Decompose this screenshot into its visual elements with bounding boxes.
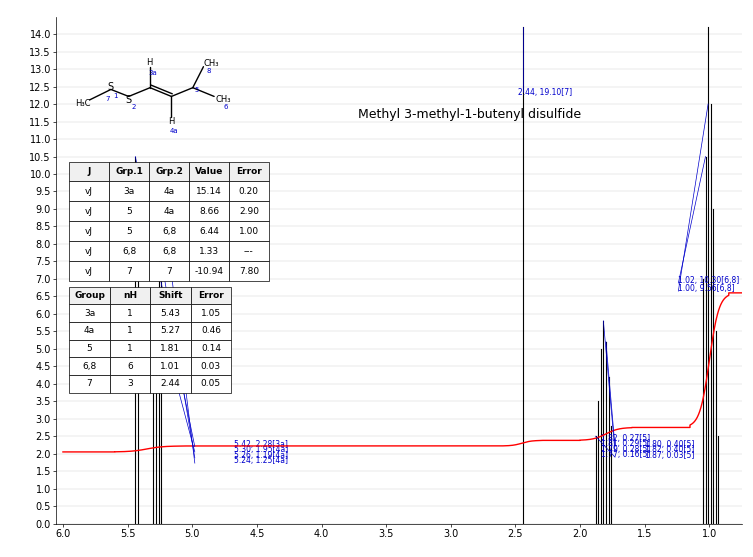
- Text: S: S: [126, 95, 132, 105]
- Text: 5.42, 2.28[3a]: 5.42, 2.28[3a]: [233, 440, 288, 449]
- Text: 1.02, 10.30[6,8]: 1.02, 10.30[6,8]: [678, 276, 739, 285]
- Text: 5.30, 1.95[4a]: 5.30, 1.95[4a]: [233, 446, 288, 455]
- Text: Methyl 3-methyl-1-butenyl disulfide: Methyl 3-methyl-1-butenyl disulfide: [358, 108, 581, 121]
- Text: S: S: [108, 82, 114, 92]
- Text: H: H: [146, 58, 152, 67]
- Text: 3a: 3a: [148, 70, 157, 76]
- Text: H₃C: H₃C: [75, 99, 91, 108]
- Text: 1.81, 0.29[5]: 1.81, 0.29[5]: [601, 439, 650, 448]
- Text: 1.77, 0.16[5]: 1.77, 0.16[5]: [601, 450, 650, 459]
- Text: 1.00, 9.56[6,8]: 1.00, 9.56[6,8]: [678, 284, 735, 293]
- Text: 1.82, 0.27[5]: 1.82, 0.27[5]: [601, 434, 650, 443]
- Text: H: H: [168, 118, 175, 126]
- Text: 1.87, 0.03[5]: 1.87, 0.03[5]: [645, 451, 694, 460]
- Text: CH₃: CH₃: [203, 58, 219, 68]
- Text: 7: 7: [105, 96, 110, 102]
- Text: CH₃: CH₃: [215, 95, 230, 105]
- Text: 6: 6: [224, 104, 228, 110]
- Text: 5.24, 1.25[4a]: 5.24, 1.25[4a]: [233, 456, 288, 465]
- Text: 2.44, 19.10[7]: 2.44, 19.10[7]: [518, 88, 572, 97]
- Text: 1: 1: [114, 93, 118, 99]
- Text: 1.82, 0.40[5]: 1.82, 0.40[5]: [645, 446, 694, 455]
- Text: 1.79, 0.28[5]: 1.79, 0.28[5]: [601, 444, 650, 453]
- Text: 5.26, 1.19[4a]: 5.26, 1.19[4a]: [233, 451, 288, 460]
- Text: 5: 5: [194, 87, 199, 93]
- Text: 2: 2: [131, 104, 136, 110]
- Text: 8: 8: [206, 68, 211, 74]
- Text: 1.80, 0.40[5]: 1.80, 0.40[5]: [645, 440, 694, 449]
- Text: 4a: 4a: [169, 128, 178, 134]
